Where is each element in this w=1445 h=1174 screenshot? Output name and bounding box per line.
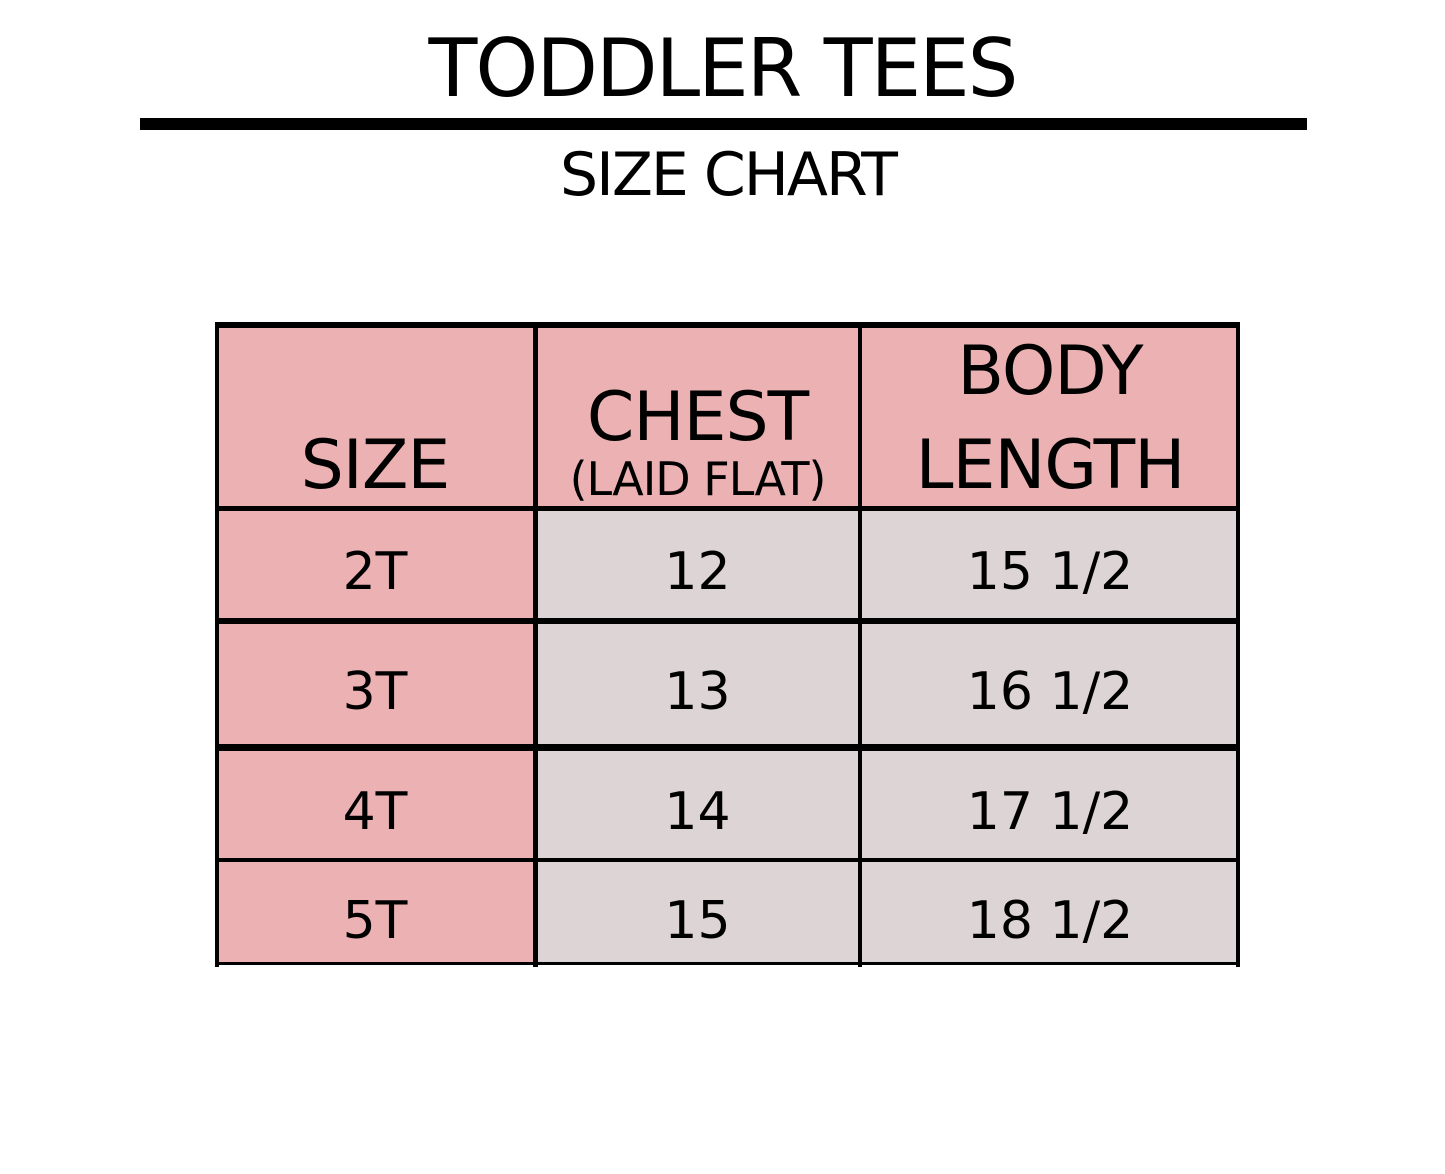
row-divider: [215, 858, 1240, 862]
cell-size: 2T: [215, 508, 535, 620]
cell-chest: 12: [535, 508, 860, 620]
table-border-bottom: [215, 962, 1240, 965]
cell-body-length: 15 1/2: [860, 508, 1240, 620]
cell-size: 4T: [215, 747, 535, 860]
row-divider: [215, 618, 1240, 624]
column-divider: [215, 322, 219, 967]
column-divider: [858, 322, 862, 967]
header-chest-note: (LAID FLAT): [569, 452, 827, 506]
page-subtitle: SIZE CHART: [560, 140, 898, 210]
cell-chest: 15: [535, 860, 860, 965]
cell-chest: 14: [535, 747, 860, 860]
row-divider: [215, 506, 1240, 511]
column-divider: [1236, 322, 1240, 967]
header-chest-label: CHEST: [586, 378, 809, 457]
cell-size: 5T: [215, 860, 535, 965]
size-chart-table: SIZE CHEST (LAID FLAT) BODY LENGTH 2T 12…: [215, 322, 1240, 967]
table-border-top: [215, 322, 1240, 328]
header-body-line2: LENGTH: [915, 426, 1186, 505]
cell-body-length: 18 1/2: [860, 860, 1240, 965]
title-divider: [140, 118, 1307, 130]
cell-body-length: 16 1/2: [860, 620, 1240, 747]
column-divider: [533, 322, 538, 967]
header-size-label: SIZE: [300, 426, 451, 505]
header-body-length: BODY LENGTH: [860, 322, 1240, 508]
cell-size: 3T: [215, 620, 535, 747]
cell-body-length: 17 1/2: [860, 747, 1240, 860]
header-chest: CHEST (LAID FLAT): [535, 322, 860, 508]
page-title: TODDLER TEES: [428, 22, 1019, 115]
header-body-line1: BODY: [957, 332, 1143, 411]
cell-chest: 13: [535, 620, 860, 747]
row-divider: [215, 744, 1240, 751]
header-size: SIZE: [215, 322, 535, 508]
